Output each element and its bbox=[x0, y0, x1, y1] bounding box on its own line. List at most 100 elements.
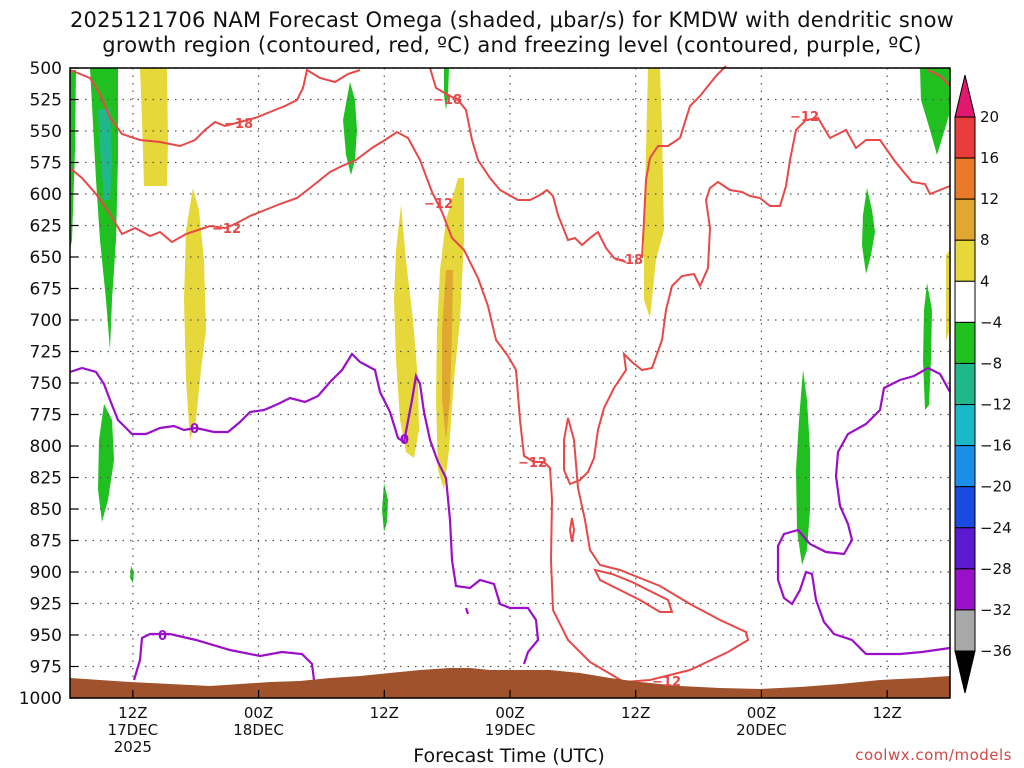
colorbar-over-arrow bbox=[954, 74, 976, 118]
colorbar-label: 12 bbox=[980, 190, 999, 208]
colorbar: 20 16 12 8 4 −4 −8 −12 −16 −20 −24 −28 −32 −36 bbox=[954, 74, 1012, 694]
colorbar-bin bbox=[954, 404, 976, 447]
omega-shading bbox=[70, 68, 950, 583]
colorbar-label: −8 bbox=[980, 354, 1002, 372]
contour-label: −12 bbox=[790, 110, 819, 125]
y-tick-label: 550 bbox=[30, 122, 62, 142]
colorbar-label: −36 bbox=[980, 642, 1012, 660]
y-axis: 500 525 550 575 600 625 650 675 700 725 750 775 800 8… bbox=[19, 59, 78, 709]
contour-label: −12 bbox=[518, 456, 547, 471]
colorbar-label: −32 bbox=[980, 601, 1012, 619]
colorbar-label: 8 bbox=[980, 231, 990, 249]
y-tick-label: 725 bbox=[30, 343, 62, 363]
y-tick-label: 875 bbox=[30, 532, 62, 552]
y-tick-label: 675 bbox=[30, 280, 62, 300]
dgz-contour-line bbox=[641, 65, 727, 259]
grid-lines bbox=[70, 67, 950, 699]
x-tick-label: 12Z bbox=[872, 704, 901, 722]
dgz-contour-line bbox=[69, 68, 361, 148]
y-tick-label: 800 bbox=[30, 437, 62, 457]
colorbar-bin bbox=[954, 609, 976, 652]
y-tick-label: 950 bbox=[30, 626, 62, 646]
omega-patch bbox=[343, 82, 357, 175]
dgz-contour-line bbox=[593, 568, 674, 613]
contour-label: −18 bbox=[224, 117, 253, 132]
contour-label: 0 bbox=[190, 422, 199, 437]
contour-labels: −18 −18 −18 −12 −12 −12 −12 −12 0 0 0 bbox=[158, 93, 819, 690]
colorbar-label: 20 bbox=[980, 108, 999, 126]
colorbar-bin bbox=[954, 486, 976, 529]
colorbar-label: −4 bbox=[980, 313, 1002, 331]
y-tick-label: 975 bbox=[30, 658, 62, 678]
colorbar-label: −16 bbox=[980, 437, 1012, 455]
y-tick-label: 1000 bbox=[19, 689, 62, 709]
y-tick-label: 600 bbox=[30, 185, 62, 205]
dgz-contour-line bbox=[429, 67, 627, 263]
omega-patch bbox=[796, 370, 810, 565]
colorbar-bin bbox=[954, 157, 976, 200]
omega-patch bbox=[442, 270, 453, 440]
contour-label: 0 bbox=[400, 433, 409, 448]
contour-label: −12 bbox=[424, 197, 453, 212]
contour-label: 0 bbox=[158, 629, 167, 644]
omega-patch bbox=[394, 205, 419, 458]
y-tick-label: 850 bbox=[30, 500, 62, 520]
y-tick-label: 925 bbox=[30, 595, 62, 615]
colorbar-bin bbox=[954, 116, 976, 159]
x-tick-label: 12Z bbox=[621, 704, 650, 722]
x-tick-label: 00Z bbox=[747, 704, 776, 722]
colorbar-bin bbox=[954, 445, 976, 488]
contour-label: −18 bbox=[614, 253, 643, 268]
y-tick-label: 500 bbox=[30, 59, 62, 79]
y-tick-label: 575 bbox=[30, 154, 62, 174]
x-tick-label: 00Z bbox=[244, 704, 273, 722]
x-tick-label: 20DEC bbox=[736, 721, 787, 739]
dgz-contour-line bbox=[69, 116, 951, 684]
freezing-contour-line bbox=[464, 607, 470, 615]
omega-patch bbox=[644, 68, 664, 318]
x-tick-label: 00Z bbox=[495, 704, 524, 722]
colorbar-label: −12 bbox=[980, 396, 1012, 414]
colorbar-label: 4 bbox=[980, 272, 990, 290]
dgz-contour-line bbox=[568, 517, 576, 543]
x-tick-label: 18DEC bbox=[233, 721, 284, 739]
x-tick-label: 12Z bbox=[370, 704, 399, 722]
colorbar-bin bbox=[954, 198, 976, 241]
freezing-contour-line bbox=[69, 352, 540, 665]
y-tick-label: 775 bbox=[30, 406, 62, 426]
colorbar-bin bbox=[954, 280, 976, 323]
dgz-contours bbox=[69, 65, 951, 684]
contour-label: −18 bbox=[433, 93, 462, 108]
colorbar-bin bbox=[954, 527, 976, 570]
omega-patch bbox=[70, 70, 76, 250]
chart-title-line-2: growth region (contoured, red, ºC) and f… bbox=[102, 33, 922, 57]
omega-patch bbox=[184, 188, 206, 440]
y-tick-label: 750 bbox=[30, 374, 62, 394]
colorbar-label: −28 bbox=[980, 560, 1012, 578]
chart-title-line-1: 2025121706 NAM Forecast Omega (shaded, μ… bbox=[70, 8, 954, 32]
y-tick-label: 900 bbox=[30, 563, 62, 583]
omega-patch bbox=[98, 404, 114, 522]
x-tick-label: 19DEC bbox=[485, 721, 536, 739]
y-tick-label: 525 bbox=[30, 91, 62, 111]
y-tick-label: 700 bbox=[30, 311, 62, 331]
omega-patch bbox=[140, 68, 168, 186]
omega-patch bbox=[862, 188, 875, 274]
terrain-fill bbox=[70, 668, 950, 698]
omega-patch bbox=[130, 566, 134, 583]
y-tick-label: 650 bbox=[30, 248, 62, 268]
freezing-contour-line bbox=[132, 632, 316, 681]
colorbar-label: −24 bbox=[980, 519, 1012, 537]
x-axis-title: Forecast Time (UTC) bbox=[413, 745, 605, 767]
contour-label: −12 bbox=[652, 675, 681, 690]
freezing-contour-line bbox=[776, 366, 951, 656]
dgz-contour-line bbox=[927, 69, 951, 87]
omega-patch bbox=[923, 283, 932, 410]
x-tick-label: 17DEC bbox=[108, 721, 159, 739]
y-tick-label: 825 bbox=[30, 469, 62, 489]
colorbar-bin bbox=[954, 321, 976, 364]
omega-patch bbox=[382, 483, 388, 532]
contour-label: −12 bbox=[212, 222, 241, 237]
